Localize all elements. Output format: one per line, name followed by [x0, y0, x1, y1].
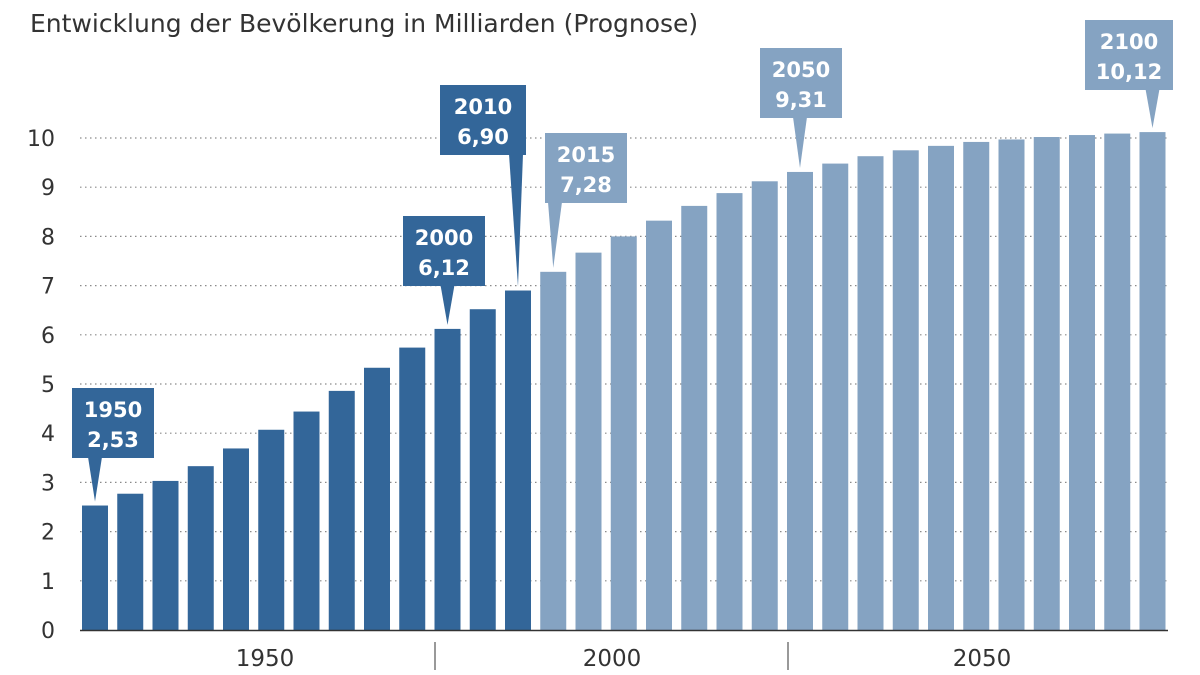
- bar: [469, 309, 496, 630]
- y-tick-label: 2: [41, 521, 55, 546]
- callout-1950: 1950 2,53: [72, 388, 154, 502]
- bar: [1069, 135, 1095, 630]
- y-axis-ticks: 0 1 2 3 4 5 6 7 8 9 10: [27, 127, 55, 644]
- bar: [258, 429, 285, 630]
- x-tick-label: 1950: [236, 646, 295, 672]
- bar: [998, 139, 1025, 630]
- x-tick-label: 2050: [953, 646, 1012, 672]
- callout-pointer: [509, 154, 523, 287]
- y-tick-label: 3: [41, 471, 55, 496]
- y-tick-label: 5: [41, 373, 55, 398]
- bar: [751, 181, 778, 630]
- bar: [328, 390, 355, 630]
- callout-year: 2000: [415, 226, 473, 250]
- x-axis: [80, 629, 1168, 670]
- callout-2010: 2010 6,90: [440, 85, 526, 287]
- bar: [223, 448, 249, 630]
- callout-value: 6,90: [457, 125, 509, 149]
- y-tick-label: 10: [27, 127, 55, 152]
- bar: [540, 271, 567, 630]
- bar: [857, 156, 884, 631]
- callouts: 1950 2,53 2000 6,12 2010 6,90 2015 7,28 2050 9,31…: [72, 20, 1173, 502]
- bars: [82, 132, 1166, 631]
- bar: [610, 236, 637, 630]
- callout-pointer: [548, 202, 562, 268]
- bar: [399, 347, 426, 630]
- bar: [1104, 133, 1131, 630]
- bar: [505, 290, 531, 630]
- y-tick-label: 1: [41, 570, 55, 595]
- callout-year: 2010: [454, 95, 512, 119]
- bar: [787, 171, 813, 630]
- bar: [575, 252, 602, 631]
- bar: [1033, 137, 1060, 631]
- callout-pointer: [793, 117, 807, 168]
- callout-value: 9,31: [775, 88, 827, 112]
- x-tick-label: 2000: [583, 646, 642, 672]
- bar: [82, 505, 108, 630]
- bar: [434, 328, 461, 630]
- bar: [187, 466, 214, 630]
- callout-pointer: [88, 457, 102, 502]
- bar: [928, 145, 954, 630]
- callout-year: 2100: [1100, 30, 1158, 54]
- callout-year: 2050: [772, 58, 830, 82]
- bar: [892, 150, 919, 631]
- y-tick-label: 4: [41, 422, 55, 447]
- y-tick-label: 9: [41, 176, 55, 201]
- callout-pointer: [1145, 89, 1160, 129]
- callout-value: 6,12: [418, 256, 470, 280]
- bar: [117, 493, 144, 630]
- callout-pointer: [440, 285, 455, 325]
- y-tick-label: 8: [41, 225, 55, 250]
- bar: [716, 193, 743, 630]
- callout-box: [440, 85, 526, 155]
- callout-year: 1950: [84, 398, 142, 422]
- callout-box: [72, 388, 154, 458]
- y-tick-label: 7: [41, 275, 55, 300]
- bar: [364, 367, 390, 630]
- bar: [963, 141, 990, 630]
- bar: [152, 480, 179, 630]
- bar: [646, 220, 672, 630]
- callout-box: [403, 216, 485, 286]
- y-tick-label: 6: [41, 324, 55, 349]
- y-tick-label: 0: [41, 619, 55, 644]
- callout-2015: 2015 7,28: [545, 133, 627, 268]
- callout-value: 10,12: [1096, 60, 1162, 84]
- callout-value: 2,53: [87, 428, 139, 452]
- bar: [681, 205, 708, 630]
- callout-2000: 2000 6,12: [403, 216, 485, 325]
- x-axis-ticks: 1950 2000 2050: [236, 646, 1012, 672]
- callout-box: [545, 133, 627, 203]
- chart-title: Entwicklung der Bevölkerung in Milliarde…: [30, 9, 698, 38]
- callout-year: 2015: [557, 143, 615, 167]
- bar: [822, 163, 849, 631]
- callout-2100: 2100 10,12: [1085, 20, 1173, 129]
- callout-box: [760, 48, 842, 118]
- bar: [293, 411, 320, 630]
- callout-box: [1085, 20, 1173, 90]
- bar: [1139, 132, 1166, 630]
- callout-value: 7,28: [560, 173, 612, 197]
- callout-2050: 2050 9,31: [760, 48, 842, 168]
